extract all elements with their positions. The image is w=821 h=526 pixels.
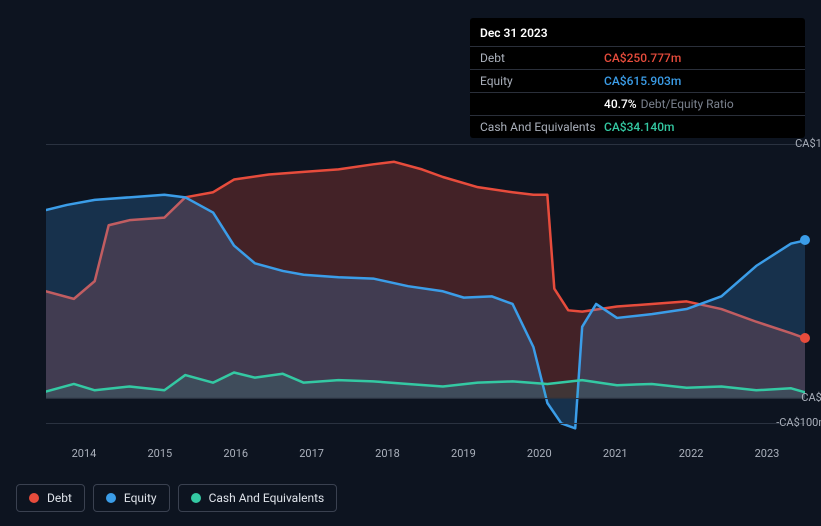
chart-area: 2014 2015 2016 2017 2018 2019 2020 2021 2022 2023… bbox=[16, 122, 805, 462]
y-axis-label: -CA$100m bbox=[768, 416, 821, 429]
tooltip-label: Debt bbox=[480, 51, 604, 65]
legend-item-cash-and-equivalents[interactable]: Cash And Equivalents bbox=[178, 484, 338, 512]
gridline bbox=[46, 398, 805, 399]
x-axis-label: 2020 bbox=[527, 447, 552, 460]
x-axis-label: 2018 bbox=[375, 447, 400, 460]
series-endpoint-equity bbox=[800, 235, 810, 245]
legend: Debt Equity Cash And Equivalents bbox=[16, 484, 337, 512]
gridline bbox=[46, 144, 805, 145]
tooltip-row: 40.7% Debt/Equity Ratio bbox=[470, 93, 805, 116]
legend-dot-icon bbox=[29, 493, 39, 503]
x-axis-label: 2017 bbox=[299, 447, 324, 460]
tooltip-value: 40.7% bbox=[604, 97, 637, 111]
y-axis-label: CA$0 bbox=[768, 391, 821, 404]
tooltip-label: Equity bbox=[480, 74, 604, 88]
x-axis-label: 2021 bbox=[603, 447, 628, 460]
x-axis-label: 2023 bbox=[755, 447, 780, 460]
tooltip-row: EquityCA$615.903m bbox=[470, 70, 805, 93]
tooltip-value: CA$250.777m bbox=[604, 51, 681, 65]
legend-label: Equity bbox=[124, 491, 157, 505]
legend-label: Cash And Equivalents bbox=[209, 491, 325, 505]
x-axis-label: 2014 bbox=[72, 447, 97, 460]
chart-plot[interactable] bbox=[46, 144, 805, 436]
tooltip-label bbox=[480, 97, 604, 111]
tooltip-suffix: Debt/Equity Ratio bbox=[641, 97, 734, 111]
tooltip-value: CA$615.903m bbox=[604, 74, 681, 88]
x-axis-label: 2022 bbox=[679, 447, 704, 460]
gridline bbox=[46, 423, 805, 424]
legend-label: Debt bbox=[47, 491, 72, 505]
chart-container: Dec 31 2023 DebtCA$250.777mEquityCA$615.… bbox=[0, 0, 821, 526]
tooltip-row: DebtCA$250.777m bbox=[470, 47, 805, 70]
series-endpoint-debt bbox=[800, 333, 810, 343]
legend-dot-icon bbox=[106, 493, 116, 503]
y-axis-label: CA$1b bbox=[768, 137, 821, 150]
legend-item-debt[interactable]: Debt bbox=[16, 484, 85, 512]
x-axis-label: 2016 bbox=[223, 447, 248, 460]
legend-item-equity[interactable]: Equity bbox=[93, 484, 170, 512]
x-axis-labels: 2014 2015 2016 2017 2018 2019 2020 2021 2022 2023 bbox=[46, 447, 805, 460]
x-axis-label: 2015 bbox=[147, 447, 172, 460]
legend-dot-icon bbox=[191, 493, 201, 503]
tooltip-date: Dec 31 2023 bbox=[470, 18, 805, 47]
tooltip: Dec 31 2023 DebtCA$250.777mEquityCA$615.… bbox=[470, 18, 805, 138]
x-axis-label: 2019 bbox=[451, 447, 476, 460]
